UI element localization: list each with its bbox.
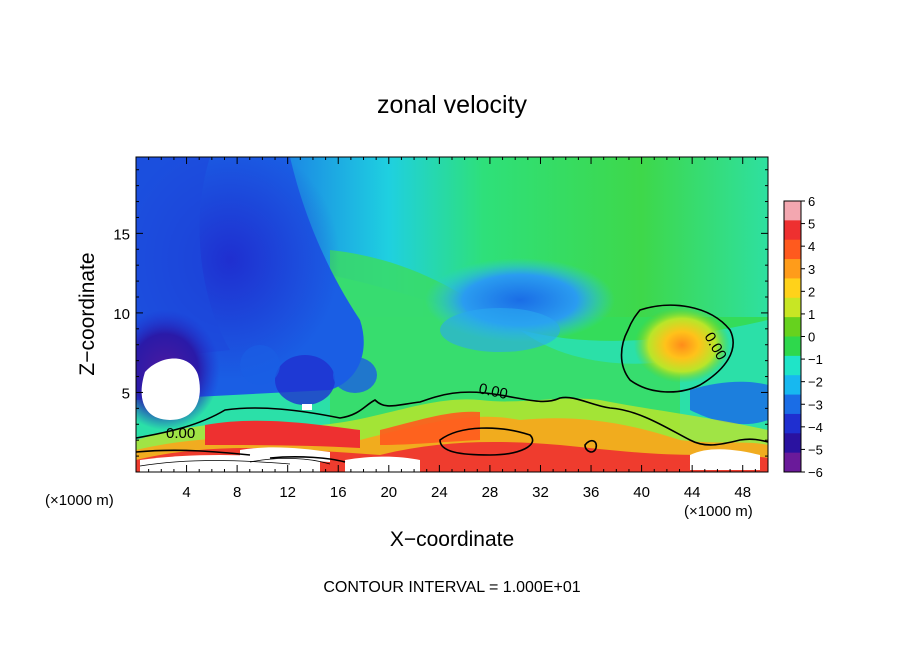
colorbar-swatch xyxy=(784,317,801,337)
colorbar-swatch xyxy=(784,375,801,396)
colorbar-swatch xyxy=(784,220,801,241)
footer-contour-interval: CONTOUR INTERVAL = 1.000E+01 xyxy=(323,579,580,596)
x-tick-label: 40 xyxy=(633,484,650,501)
velocity-field xyxy=(136,157,768,472)
contour-label-2: 0.00 xyxy=(477,380,509,403)
y-tick-label: 5 xyxy=(122,385,130,402)
x-axis: 4 8 12 16 20 24 28 32 36 40 44 48 xyxy=(148,157,756,501)
thin-contours xyxy=(139,457,331,467)
x-tick-label: 24 xyxy=(431,484,448,501)
colorbar-label: 5 xyxy=(808,217,815,232)
colorbar-swatch xyxy=(784,433,801,454)
colorbar: 6 5 4 3 2 1 0 −1 −2 −3 −4 −5 −6 xyxy=(783,194,823,480)
colorbar-label: 4 xyxy=(808,239,815,254)
x-tick-label: 48 xyxy=(734,484,751,501)
colorbar-label: 6 xyxy=(808,194,815,209)
x-tick-label: 36 xyxy=(583,484,600,501)
colorbar-swatch xyxy=(784,394,801,415)
x-tick-label: 4 xyxy=(182,484,190,501)
x-unit-left: (×1000 m) xyxy=(45,492,114,509)
x-tick-label: 28 xyxy=(482,484,499,501)
colorbar-swatch xyxy=(784,452,801,473)
colorbar-label: 0 xyxy=(808,330,815,345)
colorbar-swatch xyxy=(784,239,801,260)
colorbar-label: −5 xyxy=(808,442,823,457)
colorbar-label: −3 xyxy=(808,397,823,412)
y-tick-label: 10 xyxy=(113,306,130,323)
colorbar-label: 2 xyxy=(808,284,815,299)
colorbar-label: −6 xyxy=(808,465,823,480)
y-axis: 5 10 15 xyxy=(113,169,768,457)
colorbar-swatch xyxy=(784,297,801,318)
colorbar-label: −2 xyxy=(808,375,823,390)
chart-title: zonal velocity xyxy=(377,91,528,119)
x-axis-label: X−coordinate xyxy=(390,528,514,551)
colorbar-swatch xyxy=(784,413,801,434)
colorbar-swatch xyxy=(784,336,801,357)
x-tick-label: 8 xyxy=(233,484,241,501)
x-tick-label: 12 xyxy=(279,484,296,501)
contour-label-1: 0.00 xyxy=(166,425,195,442)
y-axis-label: Z−coordinate xyxy=(76,252,99,375)
x-unit-right: (×1000 m) xyxy=(684,503,753,520)
x-tick-label: 20 xyxy=(380,484,397,501)
colorbar-label: 3 xyxy=(808,262,815,277)
colorbar-swatch xyxy=(784,355,801,376)
colorbar-label: −1 xyxy=(808,352,823,367)
x-tick-label: 44 xyxy=(684,484,701,501)
colorbar-label: −4 xyxy=(808,420,823,435)
y-tick-label: 15 xyxy=(113,226,130,243)
x-tick-label: 16 xyxy=(330,484,347,501)
x-tick-label: 32 xyxy=(532,484,549,501)
colorbar-swatch xyxy=(784,259,801,279)
zero-contours xyxy=(136,304,768,463)
colorbar-swatch xyxy=(784,201,801,221)
colorbar-label: 1 xyxy=(808,307,815,322)
colorbar-swatch xyxy=(784,278,801,299)
